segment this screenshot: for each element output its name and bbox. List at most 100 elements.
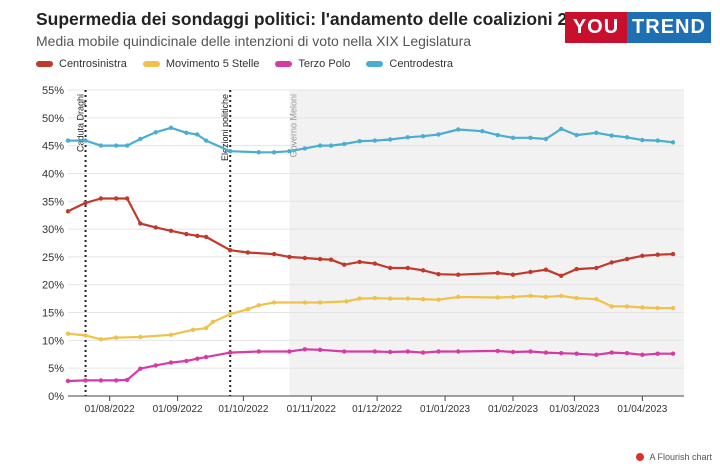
data-point bbox=[543, 294, 549, 300]
y-tick-label: 20% bbox=[42, 280, 64, 292]
data-point bbox=[594, 130, 599, 135]
data-point bbox=[228, 312, 233, 317]
data-point bbox=[271, 150, 277, 155]
data-point bbox=[342, 141, 347, 147]
y-tick-label: 35% bbox=[42, 196, 64, 208]
data-point bbox=[456, 349, 461, 354]
legend-item-terzo-polo[interactable]: Terzo Polo bbox=[275, 58, 350, 70]
y-tick-label: 30% bbox=[42, 224, 64, 236]
data-point bbox=[609, 350, 614, 355]
data-point bbox=[328, 143, 334, 148]
legend-label: Movimento 5 Stelle bbox=[165, 58, 260, 70]
data-point bbox=[495, 348, 500, 354]
series-movimento-5-stelle bbox=[65, 293, 676, 342]
legend-swatch bbox=[142, 61, 160, 67]
data-point bbox=[405, 265, 410, 271]
data-point bbox=[342, 349, 347, 354]
data-point bbox=[317, 300, 323, 305]
y-tick-label: 5% bbox=[48, 363, 64, 375]
data-point bbox=[559, 126, 564, 132]
data-point bbox=[184, 231, 189, 237]
flourish-credit[interactable]: A Flourish chart bbox=[636, 452, 712, 462]
data-point bbox=[388, 265, 393, 271]
data-point bbox=[83, 138, 88, 143]
legend-label: Terzo Polo bbox=[298, 58, 351, 70]
y-tick-label: 15% bbox=[42, 308, 64, 320]
data-point bbox=[388, 296, 393, 301]
data-point bbox=[609, 133, 614, 138]
data-point bbox=[594, 297, 599, 302]
data-point bbox=[245, 307, 250, 312]
data-point bbox=[357, 296, 362, 301]
data-point bbox=[83, 378, 88, 383]
chart-legend: Centrosinistra Movimento 5 Stelle Terzo Po… bbox=[36, 58, 469, 70]
data-point bbox=[228, 149, 233, 154]
data-point bbox=[670, 251, 676, 257]
data-point bbox=[138, 366, 143, 371]
data-point bbox=[670, 351, 676, 356]
data-point bbox=[125, 377, 130, 383]
data-point bbox=[195, 233, 200, 238]
data-point bbox=[624, 256, 630, 262]
data-point bbox=[574, 295, 579, 301]
data-point bbox=[594, 265, 599, 271]
data-point bbox=[640, 137, 645, 143]
data-point bbox=[287, 254, 292, 260]
data-point bbox=[528, 349, 533, 354]
data-point bbox=[168, 125, 174, 130]
data-point bbox=[184, 130, 189, 135]
data-point bbox=[372, 138, 378, 143]
data-point bbox=[114, 196, 119, 201]
legend-item-centrodestra[interactable]: Centrodestra bbox=[366, 58, 453, 70]
data-point bbox=[168, 332, 174, 337]
legend-swatch bbox=[366, 61, 384, 67]
data-point bbox=[405, 296, 410, 301]
data-point bbox=[609, 304, 614, 309]
data-point bbox=[114, 143, 119, 148]
x-tick-label: 01/04/2023 bbox=[617, 404, 667, 415]
data-point bbox=[344, 299, 349, 304]
data-point bbox=[624, 351, 630, 356]
x-tick-label: 01/09/2022 bbox=[153, 404, 203, 415]
data-point bbox=[342, 262, 347, 267]
data-point bbox=[256, 303, 261, 308]
x-tick-label: 01/10/2022 bbox=[218, 404, 268, 415]
data-point bbox=[98, 196, 104, 201]
data-point bbox=[203, 325, 209, 331]
data-point bbox=[495, 270, 500, 276]
chart-title: Supermedia dei sondaggi politici: l'anda… bbox=[36, 9, 597, 29]
data-point bbox=[317, 256, 323, 262]
legend-item-centrosinistra[interactable]: Centrosinistra bbox=[36, 58, 127, 70]
data-point bbox=[287, 149, 292, 154]
data-point bbox=[405, 349, 410, 354]
data-point bbox=[543, 267, 549, 272]
y-tick-label: 55% bbox=[42, 85, 64, 97]
data-point bbox=[574, 351, 579, 356]
data-point bbox=[168, 360, 174, 365]
data-point bbox=[302, 300, 307, 305]
data-point bbox=[640, 305, 645, 310]
data-point bbox=[420, 297, 426, 302]
series-centrodestra bbox=[65, 125, 676, 155]
legend-label: Centrodestra bbox=[389, 58, 453, 70]
data-point bbox=[203, 234, 209, 240]
annotation-label-elezioni-politiche: Elezioni politiche bbox=[220, 94, 230, 161]
data-point bbox=[98, 143, 104, 148]
data-point bbox=[655, 351, 660, 356]
data-point bbox=[153, 225, 158, 230]
data-point bbox=[609, 260, 614, 265]
data-point bbox=[420, 268, 426, 273]
legend-item-movimento-5-stelle[interactable]: Movimento 5 Stelle bbox=[142, 58, 260, 70]
data-point bbox=[594, 352, 599, 357]
data-point bbox=[184, 358, 189, 364]
data-point bbox=[138, 136, 143, 142]
series-line-centrosinistra bbox=[66, 197, 675, 277]
data-point bbox=[388, 137, 393, 142]
data-point bbox=[65, 331, 71, 336]
chart-subtitle: Media mobile quindicinale delle intenzio… bbox=[36, 33, 472, 49]
x-tick-label: 01/02/2023 bbox=[488, 404, 538, 415]
data-point bbox=[480, 129, 485, 134]
data-point bbox=[510, 272, 516, 277]
x-tick-label: 01/12/2022 bbox=[352, 404, 402, 415]
annotation-label-caduta-draghi: Caduta Draghi bbox=[76, 94, 86, 152]
